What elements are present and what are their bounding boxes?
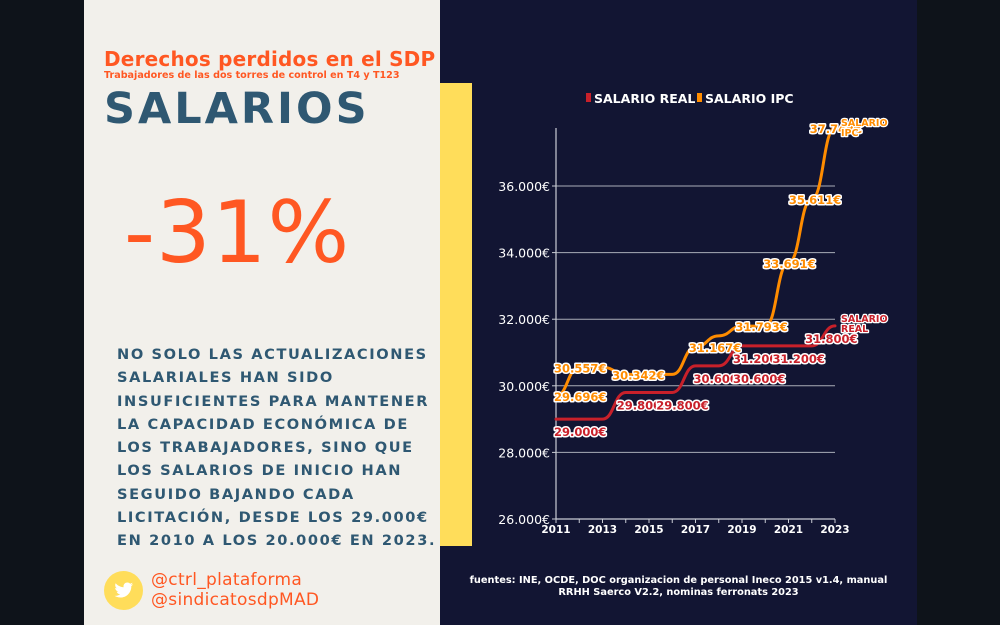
series-end-label: SALARIO [841,314,888,325]
twitter-handle-2[interactable]: @sindicatosdpMAD [151,590,320,610]
series-end-label: IPC [841,128,858,139]
twitter-icon[interactable] [104,571,143,610]
data-label: 31.167€ [689,341,741,355]
y-tick-label: 32.000€ [498,312,550,327]
title: Derechos perdidos en el SDP [104,47,436,71]
data-label: 30.600€ [694,372,746,386]
big-stat: -31% [124,183,351,283]
body-line: LOS SALARIOS DE INICIO HAN [117,462,403,480]
body-line: LOS TRABAJADORES, SINO QUE [117,439,414,457]
legend-swatch-ipc [697,93,702,102]
data-label: 31.200€ [733,352,785,366]
subtitle: Trabajadores de las dos torres de contro… [104,70,400,81]
body-line: SEGUIDO BAJANDO CADA [117,485,355,503]
left-panel [84,0,440,625]
series-line-ipc [554,126,837,398]
y-tick-label: 30.000€ [498,379,550,394]
data-label: 31.800€ [805,332,857,346]
data-label: 29.000€ [554,425,606,439]
y-tick-label: 28.000€ [498,445,550,460]
x-tick-label: 2019 [727,524,756,536]
x-tick-label: 2015 [634,524,663,536]
chart-panel [440,0,917,625]
data-label: 31.793€ [735,320,787,334]
x-tick-label: 2017 [681,524,710,536]
x-tick-label: 2023 [820,524,849,536]
right-edge [917,0,1000,625]
chart-legend: SALARIO REAL SALARIO IPC [586,91,794,106]
body-line: INSUFICIENTES PARA MANTENER [117,392,430,410]
data-label: 33.691€ [763,257,815,271]
page-heading: SALARIOS [104,84,370,134]
legend-swatch-real [586,93,591,102]
legend-label-ipc: SALARIO IPC [705,91,794,106]
body-text: NO SOLO LAS ACTUALIZACIONES SALARIALES H… [117,343,437,553]
data-label: 30.557€ [554,361,606,375]
x-tick-label: 2021 [774,524,803,536]
data-label: 37.748€ [810,122,862,136]
data-label: 30.342€ [612,368,664,382]
legend-label-real: SALARIO REAL [594,91,695,106]
series-end-label: SALARIO [841,118,888,129]
data-label: 35.611€ [789,193,841,207]
data-label: 31.200€ [773,352,825,366]
x-tick-label: 2013 [588,524,617,536]
body-line: LICITACIÓN, DESDE LOS 29.000€ [117,509,429,527]
sources-line-2: RRHH Saerco V2.2, nominas ferronats 2023 [558,587,799,598]
y-tick-label: 36.000€ [498,179,550,194]
sources-line-1: fuentes: INE, OCDE, DOC organizacion de … [469,575,888,586]
body-line: SALARIALES HAN SIDO [117,369,334,387]
data-label: 30.600€ [733,372,785,386]
yellow-accent-bar [440,83,472,546]
data-label: 29.696€ [554,390,606,404]
body-line: NO SOLO LAS ACTUALIZACIONES [117,346,428,363]
sources-note: fuentes: INE, OCDE, DOC organizacion de … [440,575,917,599]
series-line-real [554,324,837,421]
y-tick-label: 34.000€ [498,246,550,261]
body-line: EN 2010 A LOS 20.000€ EN 2023. [117,532,437,550]
series-end-label: REAL [841,324,868,335]
twitter-handle-1[interactable]: @ctrl_plataforma [151,570,303,590]
x-tick-label: 2011 [541,524,570,536]
y-tick-label: 26.000€ [498,512,550,527]
data-label: 29.800€ [656,398,708,412]
data-label: 29.800€ [617,398,669,412]
body-line: LA CAPACIDAD ECONÓMICA DE [117,415,409,433]
left-edge [0,0,84,625]
